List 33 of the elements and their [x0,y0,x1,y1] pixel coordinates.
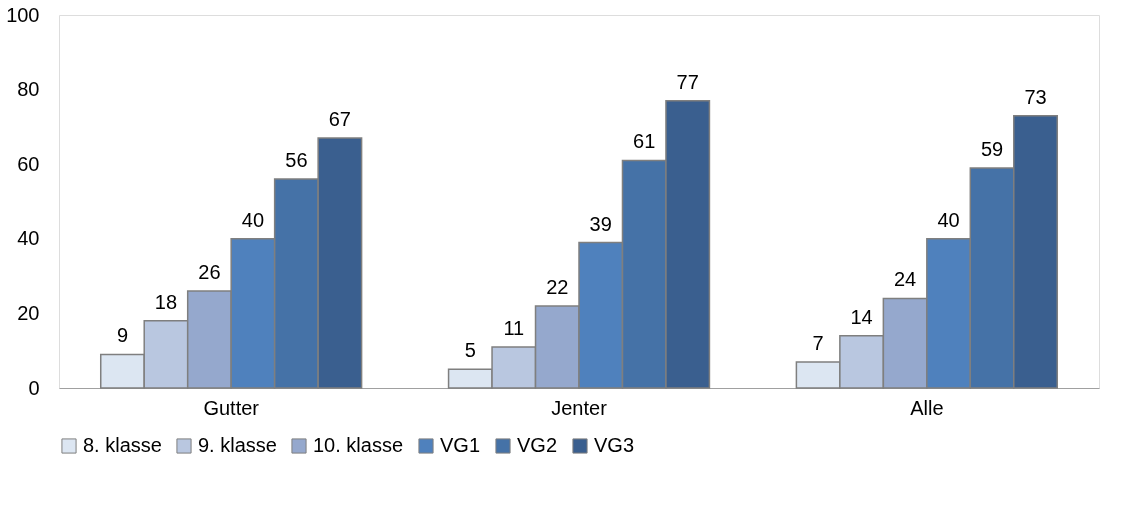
y-tick-label: 0 [28,376,40,399]
legend-label: 10. klasse [313,434,404,456]
legend-label: VG3 [594,434,635,456]
legend-label: VG1 [440,434,481,456]
data-label: 59 [980,137,1004,160]
data-label: 73 [1024,85,1047,108]
data-label: 18 [154,290,178,313]
legend-label: 9. klasse [198,434,277,456]
data-label: 11 [503,316,525,339]
data-label: 7 [812,331,824,354]
data-label: 24 [893,268,917,291]
x-tick-label: Alle [910,396,944,419]
data-label: 61 [633,130,656,153]
data-label: 14 [850,305,873,328]
data-label: 39 [589,212,612,235]
data-label: 40 [937,208,960,231]
legend-label: 8. klasse [83,434,162,456]
x-tick-label: Gutter [203,396,260,419]
data-label: 22 [546,275,569,298]
data-label: 67 [328,108,351,131]
data-label: 9 [116,324,129,347]
y-tick-label: 100 [6,3,40,26]
y-tick-label: 40 [17,227,40,250]
data-label: 77 [676,70,699,93]
data-label: 5 [464,339,476,362]
data-label: 56 [285,149,308,172]
y-tick-label: 80 [17,78,40,101]
data-label: 40 [241,208,265,231]
data-label: 26 [198,261,221,284]
y-tick-label: 20 [17,301,40,324]
x-tick-label: Jenter [551,396,608,419]
y-tick-label: 60 [17,152,40,175]
legend-label: VG2 [517,434,558,456]
